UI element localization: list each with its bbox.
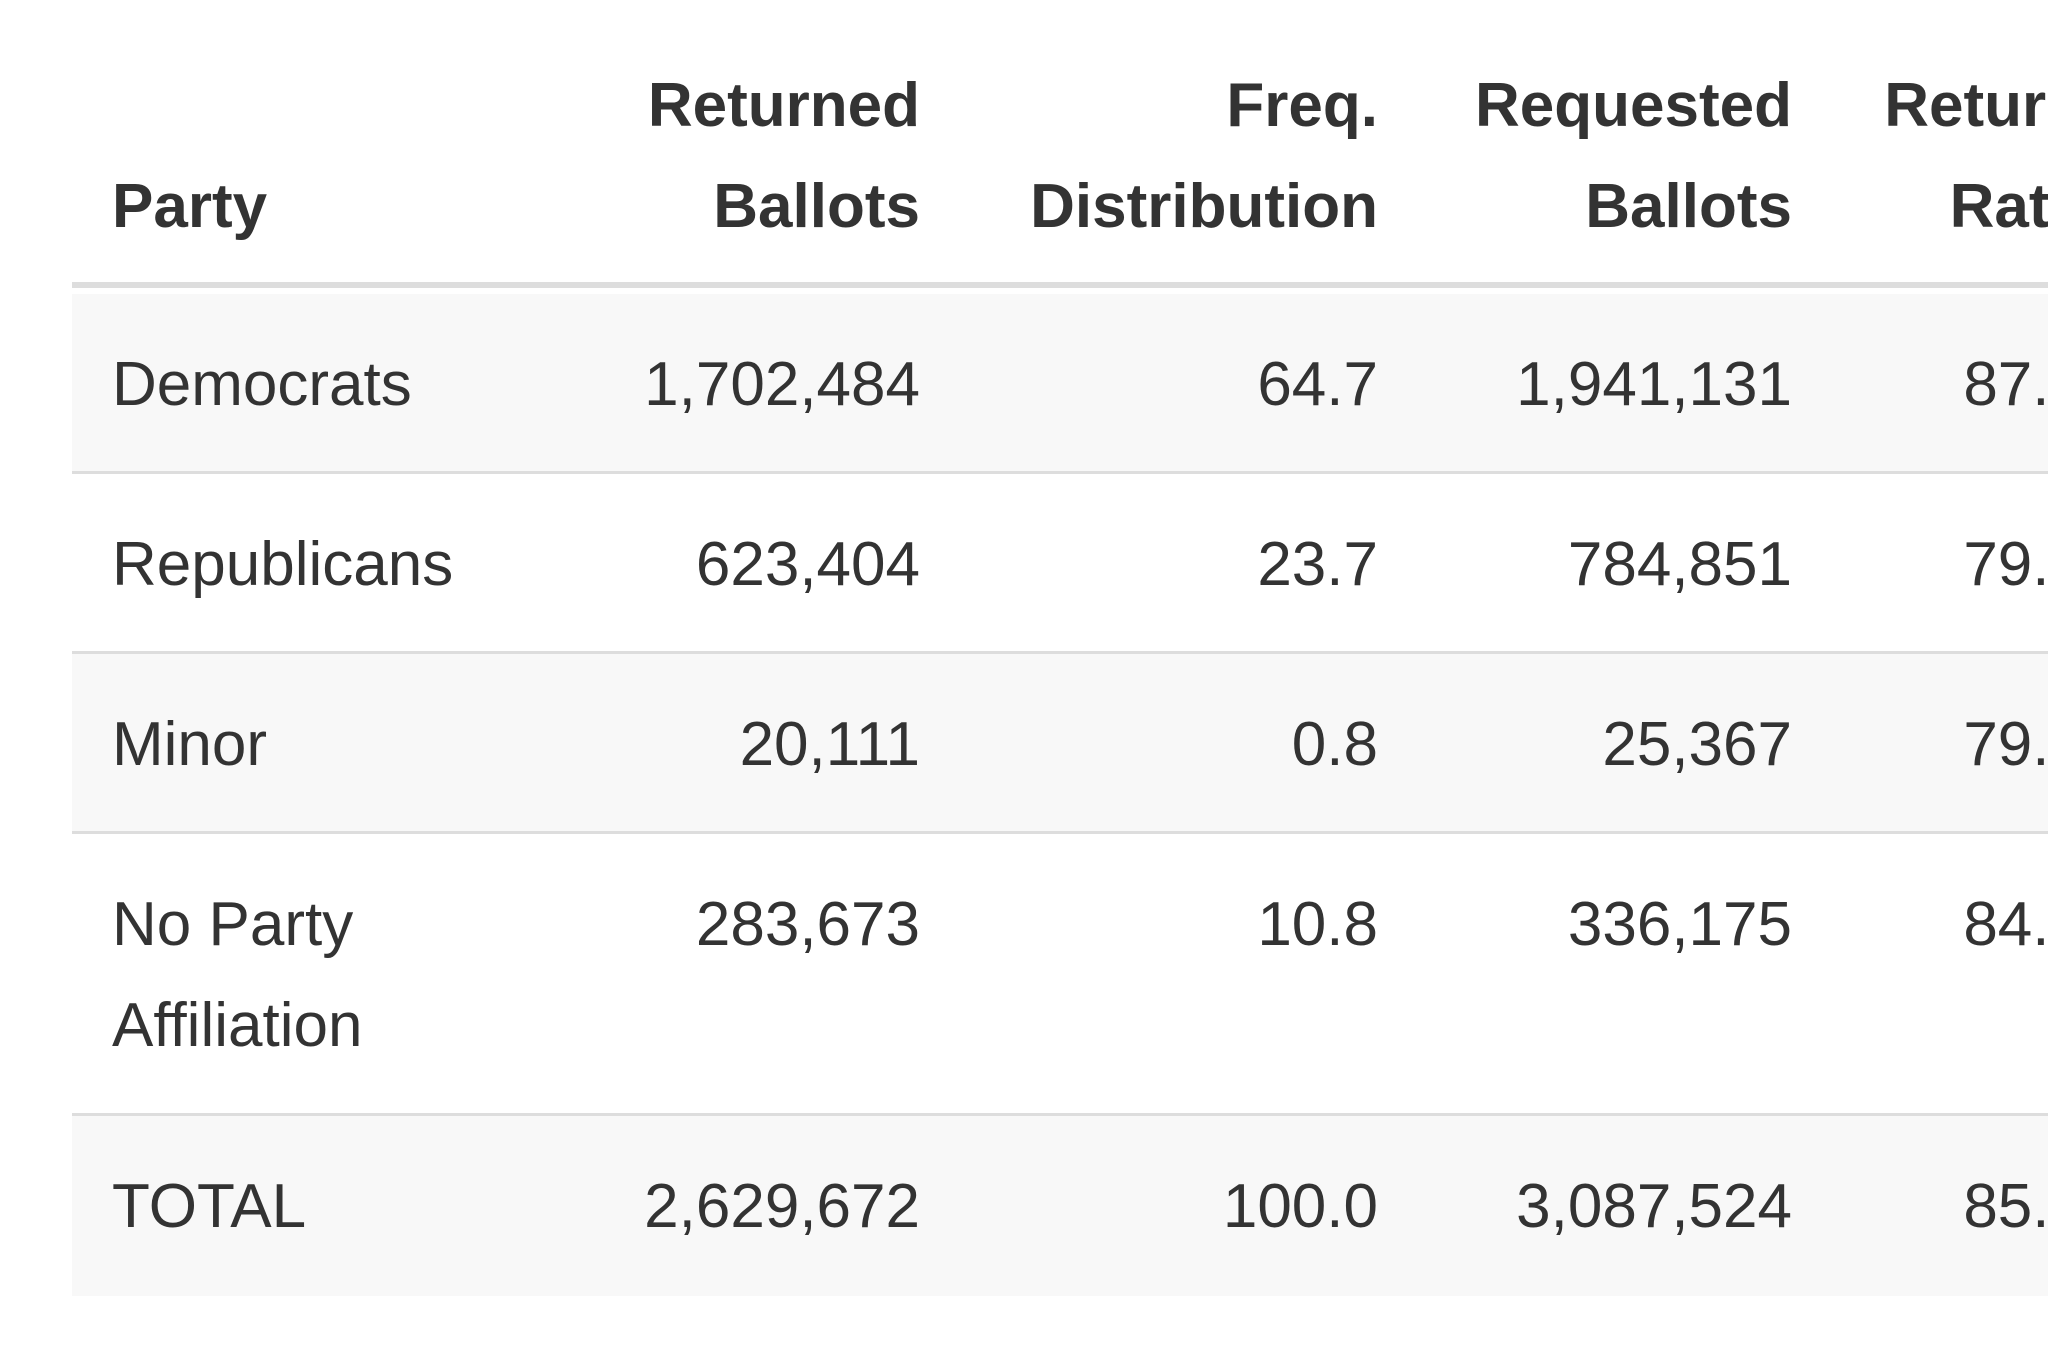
table-row: TOTAL 2,629,672 100.0 3,087,524 85.2 bbox=[72, 1116, 2048, 1296]
cell-requested-ballots: 1,941,131 bbox=[1516, 350, 1792, 419]
cell-returned-ballots: 2,629,672 bbox=[644, 1172, 920, 1241]
cell-freq-distribution: 10.8 bbox=[1257, 890, 1378, 959]
cell-returned-ballots: 283,673 bbox=[695, 890, 920, 959]
cell-return-rate: 85.2 bbox=[1963, 1172, 2048, 1241]
cell-requested-ballots: 25,367 bbox=[1602, 710, 1792, 779]
table-header: Party Returned Ballots Freq. Distributio… bbox=[72, 0, 2048, 288]
cell-return-rate: 84.4 bbox=[1963, 890, 2048, 959]
cell-return-rate: 79.4 bbox=[1963, 530, 2048, 599]
cell-party: Minor bbox=[112, 710, 268, 779]
cell-freq-distribution: 23.7 bbox=[1257, 530, 1378, 599]
cell-party: No Party Affiliation bbox=[112, 890, 363, 1060]
cell-party: TOTAL bbox=[112, 1172, 307, 1241]
table-row: Minor 20,111 0.8 25,367 79.3 bbox=[72, 654, 2048, 834]
header-freq-distribution: Freq. Distribution bbox=[1030, 71, 1378, 241]
cell-returned-ballots: 1,702,484 bbox=[644, 350, 920, 419]
cell-requested-ballots: 336,175 bbox=[1567, 890, 1792, 959]
table-row: Republicans 623,404 23.7 784,851 79.4 bbox=[72, 474, 2048, 654]
header-return-rate: Return Rate bbox=[1884, 71, 2048, 241]
header-party: Party bbox=[112, 172, 268, 241]
header-requested-ballots: Requested Ballots bbox=[1475, 71, 1792, 241]
table-row: No Party Affiliation 283,673 10.8 336,17… bbox=[72, 834, 2048, 1116]
cell-freq-distribution: 100.0 bbox=[1222, 1172, 1378, 1241]
cell-requested-ballots: 784,851 bbox=[1567, 530, 1792, 599]
cell-returned-ballots: 623,404 bbox=[695, 530, 920, 599]
cell-returned-ballots: 20,111 bbox=[739, 710, 920, 779]
cell-return-rate: 87.7 bbox=[1963, 350, 2048, 419]
cell-party: Republicans bbox=[112, 530, 454, 599]
cell-party: Democrats bbox=[112, 350, 412, 419]
cell-requested-ballots: 3,087,524 bbox=[1516, 1172, 1792, 1241]
cell-freq-distribution: 0.8 bbox=[1291, 710, 1378, 779]
header-returned-ballots: Returned Ballots bbox=[647, 71, 920, 241]
cell-return-rate: 79.3 bbox=[1963, 710, 2048, 779]
table-row: Democrats 1,702,484 64.7 1,941,131 87.7 bbox=[72, 294, 2048, 474]
cell-freq-distribution: 64.7 bbox=[1257, 350, 1378, 419]
